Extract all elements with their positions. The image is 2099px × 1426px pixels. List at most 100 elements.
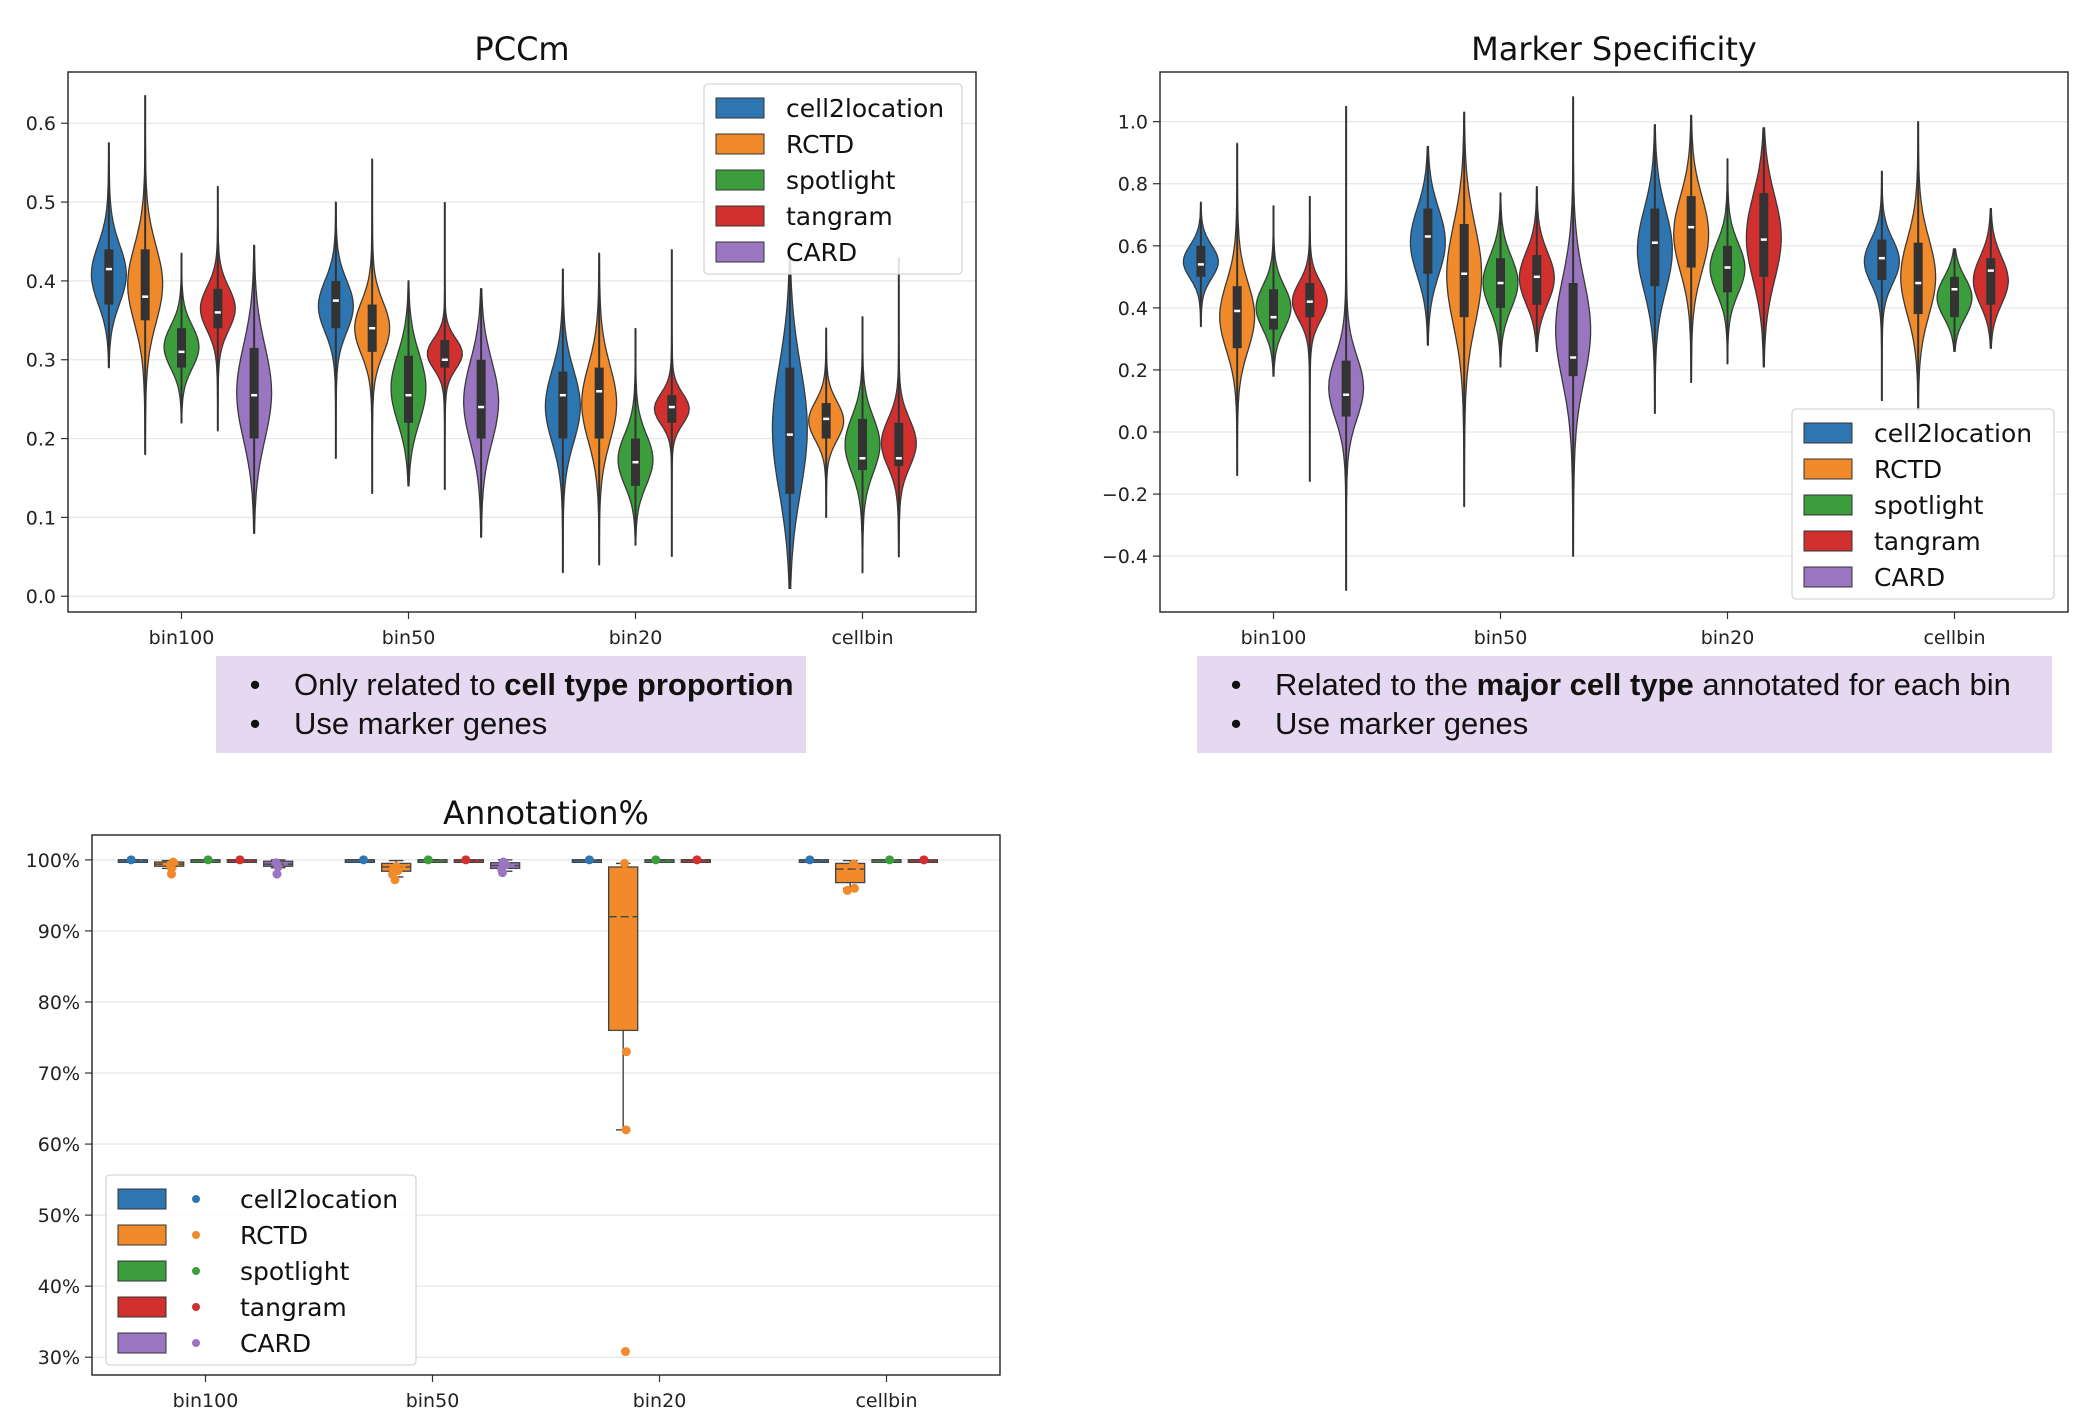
annotation-xtick-label-bin100: bin100 <box>173 1390 239 1412</box>
note-left: • Only related to cell type proportion •… <box>216 656 806 753</box>
pccm-card-bin100-iqr-box <box>250 348 259 439</box>
annotation-legend-dot-spotlight <box>192 1267 200 1275</box>
marker-ytick-label: 1.0 <box>1118 112 1148 134</box>
marker-ytick-label: 0.2 <box>1118 360 1148 382</box>
pccm-tangram-bin100-iqr-box <box>213 289 222 328</box>
pccm-xtick-label-bin50: bin50 <box>382 627 436 649</box>
annotation-ytick-label: 70% <box>38 1063 80 1085</box>
annotation-legend-dot-cell2location <box>192 1195 200 1203</box>
marker-spotlight-bin20-iqr-box <box>1723 246 1732 293</box>
annotation-xtick-label-bin50: bin50 <box>406 1390 460 1412</box>
marker-cell2location-bin20-iqr-box <box>1650 209 1659 287</box>
pccm-legend-swatch-rctd <box>716 134 764 154</box>
pccm-ytick-label: 0.5 <box>26 192 56 214</box>
pccm-ytick-label: 0.2 <box>26 429 56 451</box>
marker-cell2location-bin50-iqr-box <box>1423 209 1432 274</box>
marker-legend-swatch-rctd <box>1804 459 1852 479</box>
pccm-spotlight-cellbin-iqr-box <box>858 419 867 470</box>
marker-ytick-label: 0.8 <box>1118 174 1148 196</box>
annotation-legend-dot-card <box>192 1339 200 1347</box>
note-left-line-1: • Only related to cell type proportion <box>216 665 806 704</box>
pccm-xtick-label-bin100: bin100 <box>149 627 215 649</box>
annotation-rctd-bin20-point <box>621 1347 630 1356</box>
marker-tangram-bin100-iqr-box <box>1305 283 1314 317</box>
marker-legend-swatch-cell2location <box>1804 423 1852 443</box>
marker-legend-label-rctd: RCTD <box>1874 455 1942 484</box>
pccm-legend-label-rctd: RCTD <box>786 130 854 159</box>
pccm-legend-label-cell2location: cell2location <box>786 94 944 123</box>
marker-ytick-label: 0.0 <box>1118 422 1148 444</box>
annotation-rctd-bin50-point <box>392 862 401 871</box>
annotation-legend-dot-rctd <box>192 1231 200 1239</box>
annotation-title: Annotation% <box>443 794 649 832</box>
pccm-tangram-bin50-iqr-box <box>440 340 449 368</box>
annotation-legend-label-rctd: RCTD <box>240 1221 308 1250</box>
annotation-legend-swatch-tangram <box>118 1297 166 1317</box>
pccm-spotlight-bin100-iqr-box <box>177 328 186 367</box>
marker-ytick-label: 0.4 <box>1118 298 1148 320</box>
pccm-xtick-label-cellbin: cellbin <box>831 627 893 649</box>
annotation-tangram-cellbin-point <box>919 855 928 864</box>
note-right-text-1: Related to the major cell type annotated… <box>1275 665 2011 704</box>
annotation-chart: 30% 40% 50% 60% 70% 80% 90% 100% bin100 bin50 bin2… <box>26 794 1000 1412</box>
pccm-rctd-cellbin-iqr-box <box>822 403 831 438</box>
marker-title: Marker Specificity <box>1471 30 1757 68</box>
annotation-legend-swatch-card <box>118 1333 166 1353</box>
marker-legend-swatch-spotlight <box>1804 495 1852 515</box>
annotation-legend-swatch-cell2location <box>118 1189 166 1209</box>
annotation-rctd-cellbin-point <box>849 860 858 869</box>
annotation-rctd-bin20-box <box>609 867 638 1030</box>
note-left-bold: cell type proportion <box>504 667 793 702</box>
annotation-rctd-bin100-point <box>169 858 178 867</box>
marker-tangram-cellbin-iqr-box <box>1986 258 1995 305</box>
pccm-ytick-label: 0.3 <box>26 350 56 372</box>
note-left-line-2: • Use marker genes <box>216 704 806 743</box>
pccm-legend-swatch-tangram <box>716 206 764 226</box>
marker-tangram-bin50-iqr-box <box>1532 255 1541 305</box>
pccm-rctd-bin20-iqr-box <box>595 368 604 439</box>
annotation-tangram-bin100-point <box>235 855 244 864</box>
annotation-xtick-label-bin20: bin20 <box>633 1390 687 1412</box>
marker-ytick-label: 0.6 <box>1118 236 1148 258</box>
annotation-rctd-bin20-point <box>620 859 629 868</box>
annotation-cell2location-bin100-point <box>127 855 136 864</box>
pccm-tangram-cellbin-iqr-box <box>894 423 903 466</box>
marker-ytick-label: −0.4 <box>1102 546 1148 568</box>
pccm-chart: 0.0 0.1 0.2 0.3 0.4 0.5 0.6 bin100 bin50 bin20 cel… <box>26 30 976 649</box>
pccm-tangram-bin20-iqr-box <box>667 395 676 423</box>
annotation-ytick-label: 80% <box>38 992 80 1014</box>
note-left-text-2: Use marker genes <box>294 704 547 743</box>
marker-ytick-label: −0.2 <box>1102 484 1148 506</box>
pccm-rctd-bin100-iqr-box <box>141 249 150 320</box>
marker-cell2location-cellbin-iqr-box <box>1877 240 1886 280</box>
pccm-ytick-label: 0.1 <box>26 507 56 529</box>
pccm-ytick-label: 0.4 <box>26 271 56 293</box>
annotation-ytick-label: 30% <box>38 1347 80 1369</box>
annotation-ytick-label: 50% <box>38 1205 80 1227</box>
marker-legend-label-cell2location: cell2location <box>1874 419 2032 448</box>
marker-legend-label-card: CARD <box>1874 563 1945 592</box>
pccm-cell2location-bin20-iqr-box <box>558 372 567 439</box>
annotation-card-bin100-point <box>272 858 281 867</box>
marker-legend-swatch-tangram <box>1804 531 1852 551</box>
annotation-rctd-bin20-point <box>622 1125 631 1134</box>
marker-xtick-label-bin20: bin20 <box>1701 627 1755 649</box>
marker-legend-label-tangram: tangram <box>1874 527 1981 556</box>
annotation-legend-label-card: CARD <box>240 1329 311 1358</box>
marker-rctd-cellbin-iqr-box <box>1914 243 1923 314</box>
annotation-spotlight-cellbin-point <box>885 855 894 864</box>
annotation-ytick-label: 40% <box>38 1276 80 1298</box>
annotation-tangram-bin20-point <box>692 855 701 864</box>
annotation-cell2location-bin20-point <box>585 855 594 864</box>
marker-xtick-label-cellbin: cellbin <box>1923 627 1985 649</box>
annotation-spotlight-bin100-point <box>204 855 213 864</box>
marker-xtick-label-bin100: bin100 <box>1241 627 1307 649</box>
pccm-legend-label-card: CARD <box>786 238 857 267</box>
note-right: • Related to the major cell type annotat… <box>1197 656 2052 753</box>
marker-xtick-label-bin50: bin50 <box>1474 627 1528 649</box>
annotation-legend-label-cell2location: cell2location <box>240 1185 398 1214</box>
pccm-spotlight-bin50-iqr-box <box>404 356 413 423</box>
marker-legend-label-spotlight: spotlight <box>1874 491 1984 520</box>
pccm-ytick-label: 0.0 <box>26 586 56 608</box>
marker-legend-swatch-card <box>1804 567 1852 587</box>
